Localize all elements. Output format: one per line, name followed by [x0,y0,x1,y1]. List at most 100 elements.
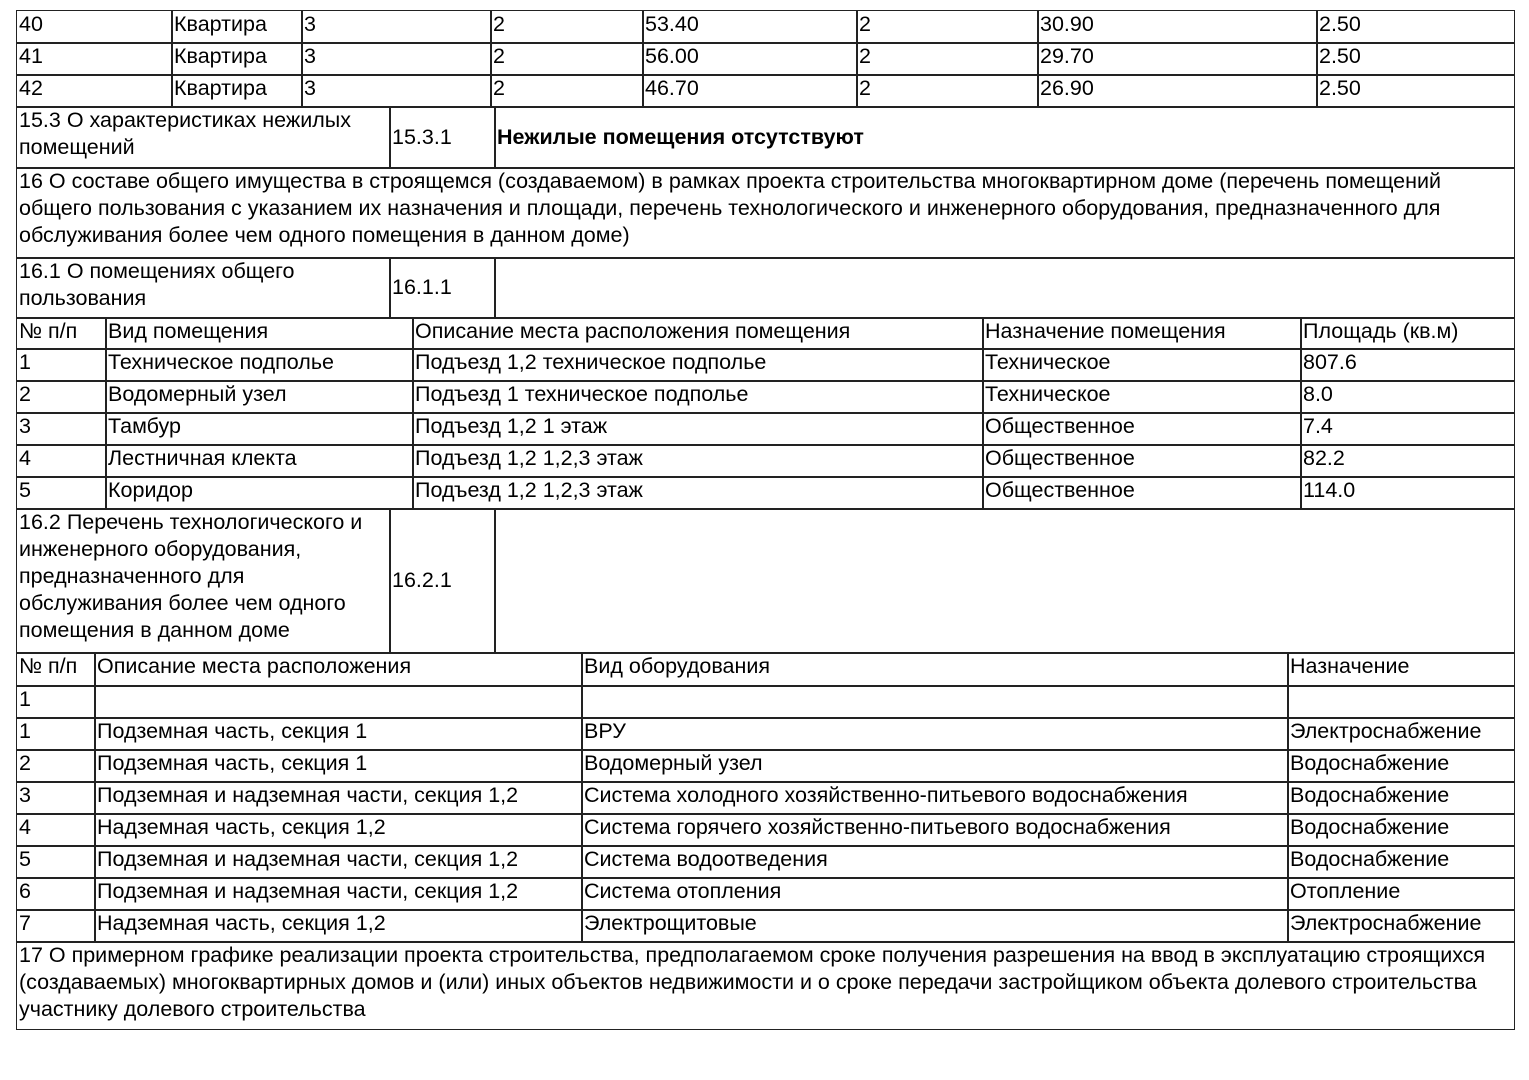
equipment-cell: 6 [16,877,96,911]
room-cell: 807.6 [1300,348,1515,382]
section-16: 16 О составе общего имущества в строящем… [16,167,1515,259]
room-row: 4 Лестничная клекта Подъезд 1,2 1,2,3 этаж… [16,444,1515,478]
apartment-cell: 2.50 [1316,74,1515,108]
column-header: № п/п [16,317,107,350]
column-header: Назначение [1287,652,1515,687]
apartment-cell: 42 [16,74,173,108]
equipment-header: № п/п Описание места расположения Вид обор… [16,652,1515,687]
apartment-cell: 56.00 [642,42,858,76]
equipment-row: 3 Подземная и надземная части, секция 1,2… [16,781,1515,815]
apartment-cell: 40 [16,10,173,44]
equipment-row: 2 Подземная часть, секция 1 Водомерный узе… [16,749,1515,783]
equipment-cell: Система горячего хозяйственно-питьевого … [581,813,1289,847]
apartment-cell: 3 [301,42,492,76]
equipment-cell: 2 [16,749,96,783]
room-cell: 1 [16,348,107,382]
equipment-row: 5 Подземная и надземная части, секция 1,2… [16,845,1515,879]
section-label: 16.2 Перечень технологического и инженер… [16,508,391,654]
apartment-cell: 30.90 [1037,10,1318,44]
apartment-cell: Квартира [171,74,303,108]
apartment-cell: 3 [301,74,492,108]
section-code: 16.1.1 [389,257,496,319]
column-header: Вид оборудования [581,652,1289,687]
room-cell: Подъезд 1,2 1,2,3 этаж [412,476,984,510]
apartment-cell: 2 [856,10,1039,44]
room-cell: Лестничная клекта [105,444,414,478]
equipment-cell: Система водоотведения [581,845,1289,879]
equipment-cell: Подземная и надземная части, секция 1,2 [94,781,583,815]
column-header: Описание места расположения [94,652,583,687]
section-17-text: 17 О примерном графике реализации проект… [16,941,1515,1030]
room-cell: Подъезд 1,2 техническое подполье [412,348,984,382]
equipment-cell: ВРУ [581,717,1289,751]
section-value [494,257,1515,319]
equipment-cell: Отопление [1287,877,1515,911]
room-cell: Техническое [982,348,1302,382]
room-row: 1 Техническое подполье Подъезд 1,2 техниче… [16,348,1515,382]
equipment-cell: 7 [16,909,96,943]
equipment-cell: Электроснабжение [1287,909,1515,943]
equipment-cell: 3 [16,781,96,815]
room-cell: 82.2 [1300,444,1515,478]
equipment-cell: Подземная часть, секция 1 [94,749,583,783]
apartment-cell: 2.50 [1316,10,1515,44]
rooms-header: № п/п Вид помещения Описание места располо… [16,317,1515,350]
column-header: Описание места расположения помещения [412,317,984,350]
room-cell: 5 [16,476,107,510]
equipment-cell: Электроснабжение [1287,717,1515,751]
apartment-cell: 46.70 [642,74,858,108]
equipment-cell: Подземная и надземная части, секция 1,2 [94,845,583,879]
apartment-cell: 2 [490,42,644,76]
equipment-cell: Электрощитовые [581,909,1289,943]
equipment-cell: 1 [16,717,96,751]
apartment-cell: Квартира [171,10,303,44]
room-cell: 8.0 [1300,380,1515,414]
apartment-row: 42 Квартира 3 2 46.70 2 26.90 2.50 [16,74,1515,108]
apartment-row: 40 Квартира 3 2 53.40 2 30.90 2.50 [16,10,1515,44]
equipment-cell: Система отопления [581,877,1289,911]
section-code: 15.3.1 [389,106,496,169]
section-label: 16.1 О помещениях общего пользования [16,257,391,319]
room-cell: Тамбур [105,412,414,446]
section-16-2: 16.2 Перечень технологического и инженер… [16,508,1515,654]
equipment-cell [94,685,583,719]
apartment-cell: 53.40 [642,10,858,44]
apartment-cell: Квартира [171,42,303,76]
room-cell: Подъезд 1,2 1,2,3 этаж [412,444,984,478]
column-header: Площадь (кв.м) [1300,317,1515,350]
section-code: 16.2.1 [389,508,496,654]
room-cell: Техническое [982,380,1302,414]
equipment-cell: Водомерный узел [581,749,1289,783]
column-header: Назначение помещения [982,317,1302,350]
equipment-cell: 1 [16,685,96,719]
room-cell: 4 [16,444,107,478]
room-cell: Общественное [982,444,1302,478]
equipment-cell: Водоснабжение [1287,845,1515,879]
apartment-cell: 2.50 [1316,42,1515,76]
equipment-cell: Надземная часть, секция 1,2 [94,909,583,943]
equipment-cell [1287,685,1515,719]
section-15-3: 15.3 О характеристиках нежилых помещений… [16,106,1515,169]
room-row: 2 Водомерный узел Подъезд 1 техническое по… [16,380,1515,414]
column-header: Вид помещения [105,317,414,350]
room-cell: Подъезд 1,2 1 этаж [412,412,984,446]
section-17: 17 О примерном графике реализации проект… [16,941,1515,1030]
equipment-cell: 4 [16,813,96,847]
room-cell: Коридор [105,476,414,510]
column-header: № п/п [16,652,96,687]
apartment-cell: 2 [856,74,1039,108]
room-row: 5 Коридор Подъезд 1,2 1,2,3 этаж Общественн… [16,476,1515,510]
equipment-row: 1 [16,685,1515,719]
equipment-cell: Водоснабжение [1287,813,1515,847]
room-cell: 2 [16,380,107,414]
equipment-cell: Водоснабжение [1287,749,1515,783]
equipment-cell [581,685,1289,719]
section-value [494,508,1515,654]
room-cell: 7.4 [1300,412,1515,446]
equipment-row: 7 Надземная часть, секция 1,2 Электрощитов… [16,909,1515,943]
equipment-cell: Подземная часть, секция 1 [94,717,583,751]
section-label: 15.3 О характеристиках нежилых помещений [16,106,391,169]
apartment-cell: 2 [490,74,644,108]
equipment-row: 6 Подземная и надземная части, секция 1,2… [16,877,1515,911]
equipment-row: 4 Надземная часть, секция 1,2 Система горя… [16,813,1515,847]
